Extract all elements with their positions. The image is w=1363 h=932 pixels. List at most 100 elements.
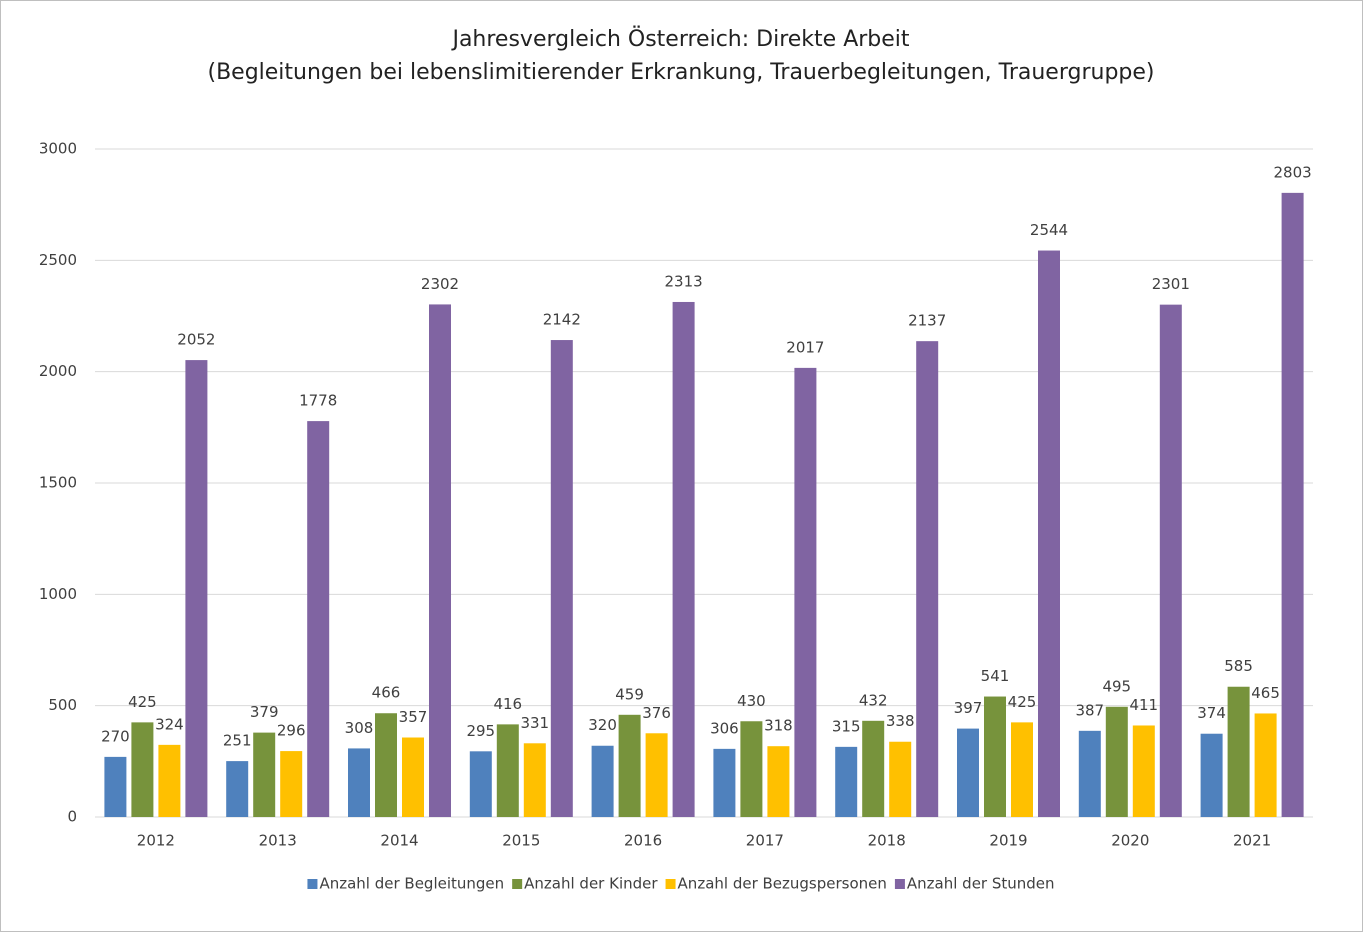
data-label: 397: [954, 699, 983, 717]
legend-label: Anzahl der Stunden: [907, 875, 1055, 893]
data-label: 376: [642, 704, 671, 722]
bar: [348, 748, 370, 817]
data-label: 308: [345, 719, 374, 737]
bar: [1011, 722, 1033, 817]
x-tick-label: 2019: [989, 832, 1027, 850]
bar: [226, 761, 249, 817]
data-label: 2544: [1030, 221, 1068, 239]
data-label: 2301: [1152, 275, 1190, 293]
bar: [984, 696, 1006, 817]
legend-swatch: [512, 879, 523, 889]
bar: [402, 737, 424, 817]
legend-swatch: [665, 879, 676, 889]
x-tick-label: 2013: [259, 832, 297, 850]
bar: [957, 728, 979, 817]
bar: [794, 367, 817, 817]
data-label: 338: [886, 712, 915, 730]
bar: [1105, 706, 1128, 817]
data-label: 459: [615, 685, 644, 703]
bar: [1227, 686, 1250, 817]
data-label: 315: [832, 717, 861, 735]
legend-swatch: [894, 879, 905, 889]
x-tick-label: 2014: [380, 832, 418, 850]
y-tick-label: 3000: [39, 140, 77, 158]
x-tick-label: 2016: [624, 832, 662, 850]
bar: [740, 721, 763, 817]
legend-label: Anzahl der Kinder: [524, 875, 658, 893]
data-label: 379: [250, 703, 279, 721]
legend-label: Anzahl der Bezugspersonen: [678, 875, 887, 893]
data-label: 324: [155, 715, 184, 733]
bar: [835, 746, 858, 817]
data-label: 2137: [908, 312, 946, 330]
bar: [1132, 725, 1155, 817]
x-tick-label: 2012: [137, 832, 175, 850]
y-tick-label: 2500: [39, 251, 77, 269]
y-tick-label: 1500: [39, 474, 77, 492]
bar: [280, 751, 303, 817]
x-tick-label: 2021: [1233, 832, 1271, 850]
chart-subtitle: (Begleitungen bei lebenslimitierender Er…: [207, 60, 1154, 85]
data-label: 357: [399, 708, 428, 726]
x-tick-label: 2015: [502, 832, 540, 850]
data-label: 270: [101, 727, 130, 745]
bar: [429, 304, 451, 817]
y-tick-label: 1000: [39, 585, 77, 603]
data-label: 411: [1129, 696, 1158, 714]
bar: [1078, 730, 1101, 817]
data-label: 416: [493, 695, 522, 713]
data-label: 374: [1197, 704, 1226, 722]
bar: [713, 748, 736, 817]
x-tick-label: 2018: [868, 832, 906, 850]
data-label: 306: [710, 719, 739, 737]
bar: [672, 301, 695, 817]
bar: [158, 744, 181, 817]
bar: [916, 341, 939, 817]
bar: [1159, 304, 1182, 817]
data-label: 465: [1251, 684, 1280, 702]
bar: [104, 756, 127, 817]
bar: [307, 421, 330, 817]
data-label: 585: [1224, 657, 1253, 675]
bar: [645, 733, 668, 817]
data-label: 2313: [665, 272, 703, 290]
data-label: 251: [223, 732, 252, 750]
bar: [1254, 713, 1277, 817]
bar: [889, 741, 912, 817]
data-label: 295: [466, 722, 495, 740]
bar: [253, 732, 276, 817]
bar: [375, 713, 397, 817]
data-label: 541: [981, 667, 1010, 685]
data-label: 296: [277, 722, 306, 740]
bar: [862, 720, 885, 817]
bar: [469, 751, 492, 817]
legend-swatch: [307, 879, 318, 889]
data-label: 320: [588, 716, 617, 734]
data-label: 432: [859, 691, 888, 709]
bar: [550, 340, 573, 817]
bar: [185, 360, 208, 817]
chart-title: Jahresvergleich Österreich: Direkte Arbe…: [450, 26, 909, 52]
bar: [523, 743, 546, 817]
x-tick-label: 2020: [1111, 832, 1149, 850]
x-tick-label: 2017: [746, 832, 784, 850]
bar: [496, 724, 519, 817]
y-tick-label: 0: [67, 808, 77, 826]
bar: [767, 746, 790, 817]
y-tick-label: 2000: [39, 362, 77, 380]
bar: [1281, 192, 1304, 817]
data-label: 495: [1102, 677, 1131, 695]
bar: [1038, 250, 1060, 817]
data-label: 2017: [786, 338, 824, 356]
data-label: 2803: [1274, 163, 1312, 181]
data-label: 2142: [543, 311, 581, 329]
data-label: 387: [1075, 701, 1104, 719]
legend-label: Anzahl der Begleitungen: [319, 875, 504, 893]
data-label: 318: [764, 717, 793, 735]
data-label: 425: [128, 693, 157, 711]
data-label: 466: [372, 684, 401, 702]
y-tick-label: 500: [48, 696, 77, 714]
bar: [131, 722, 154, 817]
data-label: 2052: [177, 331, 215, 349]
